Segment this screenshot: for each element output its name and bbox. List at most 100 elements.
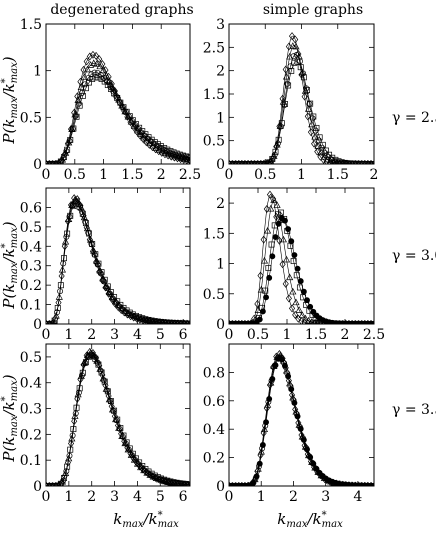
data-point [290, 258, 297, 265]
data-point [158, 475, 164, 482]
y-tick-label: 1.5 [203, 226, 225, 242]
data-point [186, 481, 190, 486]
series-line [229, 199, 374, 324]
y-tick-label: 0.2 [20, 427, 42, 443]
data-point [48, 320, 55, 324]
data-point [285, 373, 292, 380]
data-point [67, 136, 74, 143]
data-point [86, 79, 92, 86]
data-point [291, 252, 298, 259]
data-point [123, 439, 130, 446]
x-tick-label: 1 [257, 489, 266, 505]
series-line [229, 353, 374, 486]
data-point [158, 143, 164, 150]
data-point [63, 148, 70, 154]
x-tick-label: 3 [321, 489, 330, 505]
data-point [129, 311, 136, 318]
data-point [133, 312, 139, 319]
data-point [111, 299, 118, 308]
data-point [79, 369, 86, 376]
data-point [363, 161, 370, 164]
data-point [341, 159, 348, 164]
data-point [295, 418, 302, 427]
data-point [173, 479, 180, 486]
data-point [75, 100, 82, 107]
data-point [292, 298, 300, 306]
data-point [183, 481, 190, 486]
data-point [300, 74, 307, 81]
y-tick-label: 2 [216, 64, 225, 80]
data-point [87, 61, 95, 68]
data-point [148, 317, 155, 324]
y-tick-label: 0.3 [20, 259, 42, 275]
data-point [100, 377, 107, 384]
data-point [67, 446, 74, 453]
data-point [73, 200, 80, 207]
data-point [266, 190, 274, 199]
data-point [51, 160, 58, 164]
data-point [82, 218, 89, 225]
data-area [229, 350, 374, 486]
data-point [253, 473, 260, 480]
data-point [117, 425, 124, 431]
data-point [288, 386, 295, 393]
data-point [79, 89, 85, 96]
data-point [57, 480, 64, 486]
x-tick-label: 0 [225, 167, 234, 183]
data-point [136, 131, 143, 140]
data-point [117, 301, 124, 308]
data-point [282, 255, 291, 263]
data-point [293, 51, 300, 58]
data-point [266, 274, 273, 281]
data-point [229, 161, 235, 164]
y-axis-label-row-2: P(kmax/k*max) [0, 221, 20, 309]
y-tick-label: 2.5 [203, 40, 225, 56]
y-tick-label: 0 [216, 317, 225, 333]
data-point [292, 35, 299, 44]
data-point [101, 276, 108, 283]
data-point [335, 158, 342, 164]
x-tick-label: 0.5 [247, 327, 269, 343]
data-point [310, 460, 317, 467]
data-point [259, 160, 266, 164]
data-point [61, 150, 68, 159]
series-line [229, 356, 374, 486]
data-point [64, 458, 71, 467]
row-label-gamma-3-0: γ = 3.0 [392, 248, 436, 264]
data-point [270, 196, 278, 203]
column-header-degenerated: degenerated graphs [50, 2, 193, 18]
data-point [329, 154, 336, 161]
data-point [310, 113, 317, 120]
data-point [86, 52, 93, 61]
data-point [96, 55, 103, 64]
data-point [244, 161, 251, 164]
data-point [88, 71, 95, 78]
data-point [89, 76, 96, 82]
x-tick-label: 5 [156, 489, 165, 505]
x-tick-label: 2 [87, 489, 96, 505]
data-point [286, 273, 294, 281]
row-label-gamma-3-5: γ = 3.5 [392, 402, 436, 418]
data-point [186, 480, 190, 486]
data-point [345, 160, 351, 164]
data-point [86, 230, 92, 237]
y-tick-label: 0.5 [203, 287, 225, 303]
row-label-gamma-2-5: γ = 2.5 [392, 110, 436, 126]
data-point [295, 306, 303, 313]
data-point [254, 299, 261, 308]
data-point [289, 287, 297, 295]
data-point [250, 479, 257, 486]
data-point [285, 42, 292, 51]
y-tick-label: 0 [33, 317, 42, 333]
data-point [77, 83, 85, 91]
data-point [48, 161, 55, 164]
data-point [186, 319, 190, 324]
data-point [319, 141, 326, 148]
data-point [292, 310, 299, 319]
data-point [104, 81, 111, 88]
series-line [46, 355, 190, 486]
plot-frame [45, 187, 191, 325]
data-point [93, 51, 100, 60]
y-tick-label: 0.5 [20, 220, 42, 236]
